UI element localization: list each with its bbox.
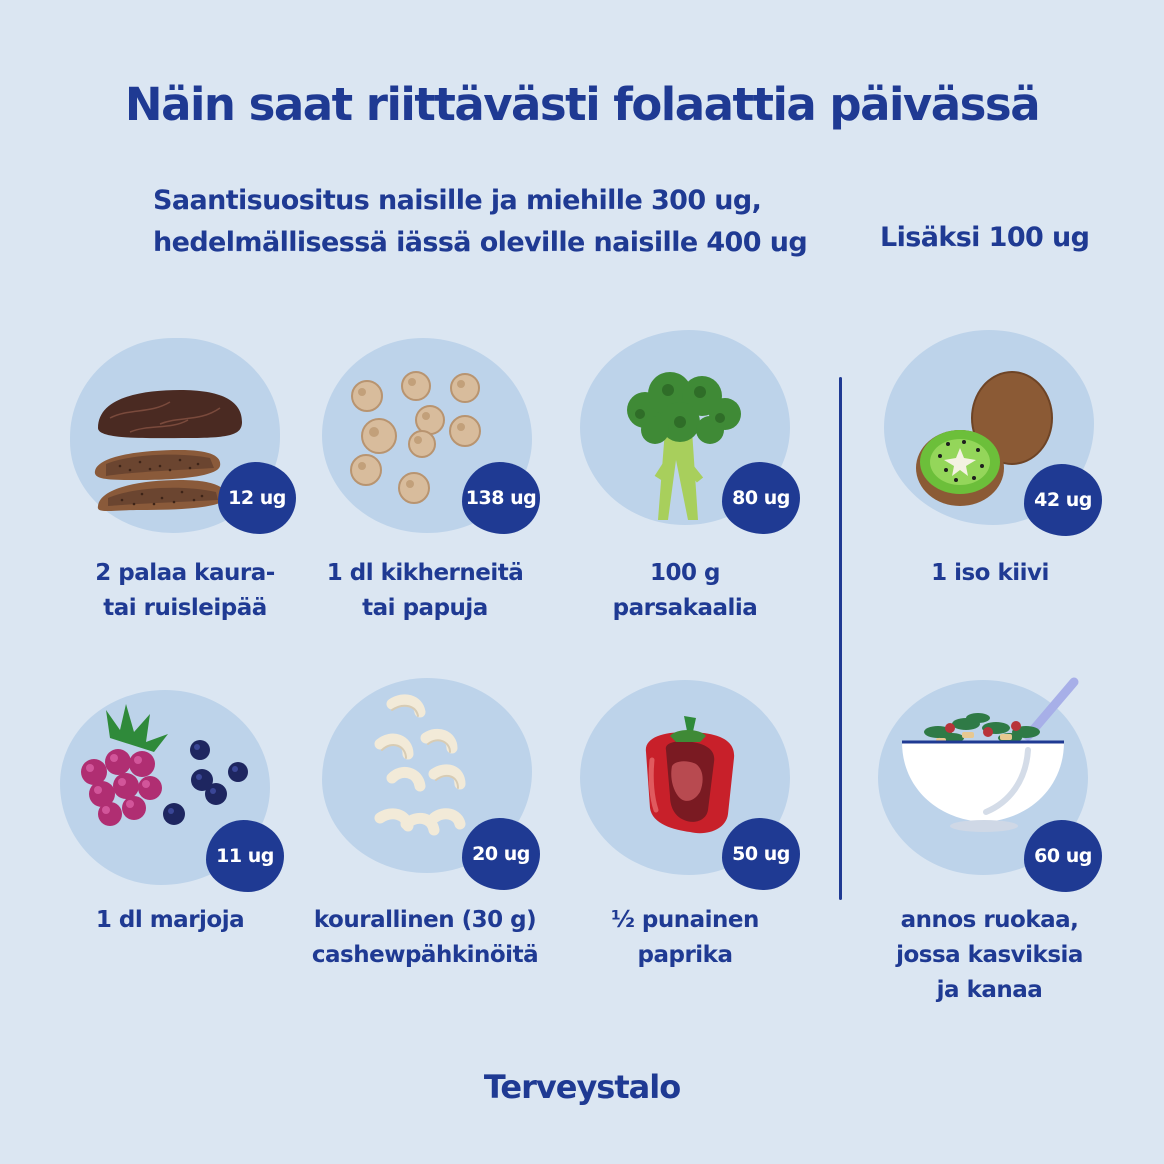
folate-amount-badge: 50 ug bbox=[722, 818, 800, 890]
intake-recommendation: Saantisuositus naisille ja miehille 300 … bbox=[153, 180, 808, 264]
food-label-bread: 2 palaa kaura- tai ruisleipää bbox=[95, 560, 275, 621]
food-label-berries: 1 dl marjoja bbox=[95, 907, 245, 933]
folate-amount-badge: 80 ug bbox=[722, 462, 800, 534]
page-title: Näin saat riittävästi folaattia päivässä bbox=[124, 78, 1041, 131]
food-label-cashews: kourallinen (30 g) cashewpähkinöitä bbox=[311, 907, 539, 968]
recommendation-line-2: hedelmällisessä iässä oleville naisille … bbox=[153, 227, 808, 258]
cashews-icon bbox=[374, 694, 466, 836]
folate-amount-badge: 42 ug bbox=[1024, 464, 1102, 536]
red-pepper-icon bbox=[645, 716, 735, 834]
kiwi-icon bbox=[916, 371, 1053, 506]
salad-bowl-icon bbox=[902, 677, 1079, 832]
food-label-salad: annos ruokaa, jossa kasviksia ja kanaa bbox=[896, 907, 1083, 1003]
folate-amount-badge: 11 ug bbox=[206, 820, 284, 892]
food-label-broccoli: 100 g parsakaalia bbox=[612, 560, 758, 621]
folate-amount-badge: 60 ug bbox=[1024, 820, 1102, 892]
recommendation-line-1: Saantisuositus naisille ja miehille 300 … bbox=[153, 185, 762, 216]
chickpeas-icon bbox=[350, 371, 481, 504]
column-divider bbox=[839, 377, 842, 900]
brand-logo: Terveystalo bbox=[483, 1068, 681, 1106]
food-label-kiwi: 1 iso kiivi bbox=[931, 560, 1049, 586]
food-label-chickpeas: 1 dl kikherneitä tai papuja bbox=[326, 560, 524, 621]
extra-recommendation: Lisäksi 100 ug bbox=[880, 222, 1090, 253]
broccoli-icon bbox=[627, 372, 741, 520]
folate-amount-badge: 20 ug bbox=[462, 818, 540, 890]
food-label-pepper: ½ punainen paprika bbox=[611, 907, 759, 968]
berries-icon bbox=[81, 704, 248, 826]
folate-amount-badge: 138 ug bbox=[462, 462, 540, 534]
folate-amount-badge: 12 ug bbox=[218, 462, 296, 534]
rye-bread-icon bbox=[94, 390, 242, 511]
